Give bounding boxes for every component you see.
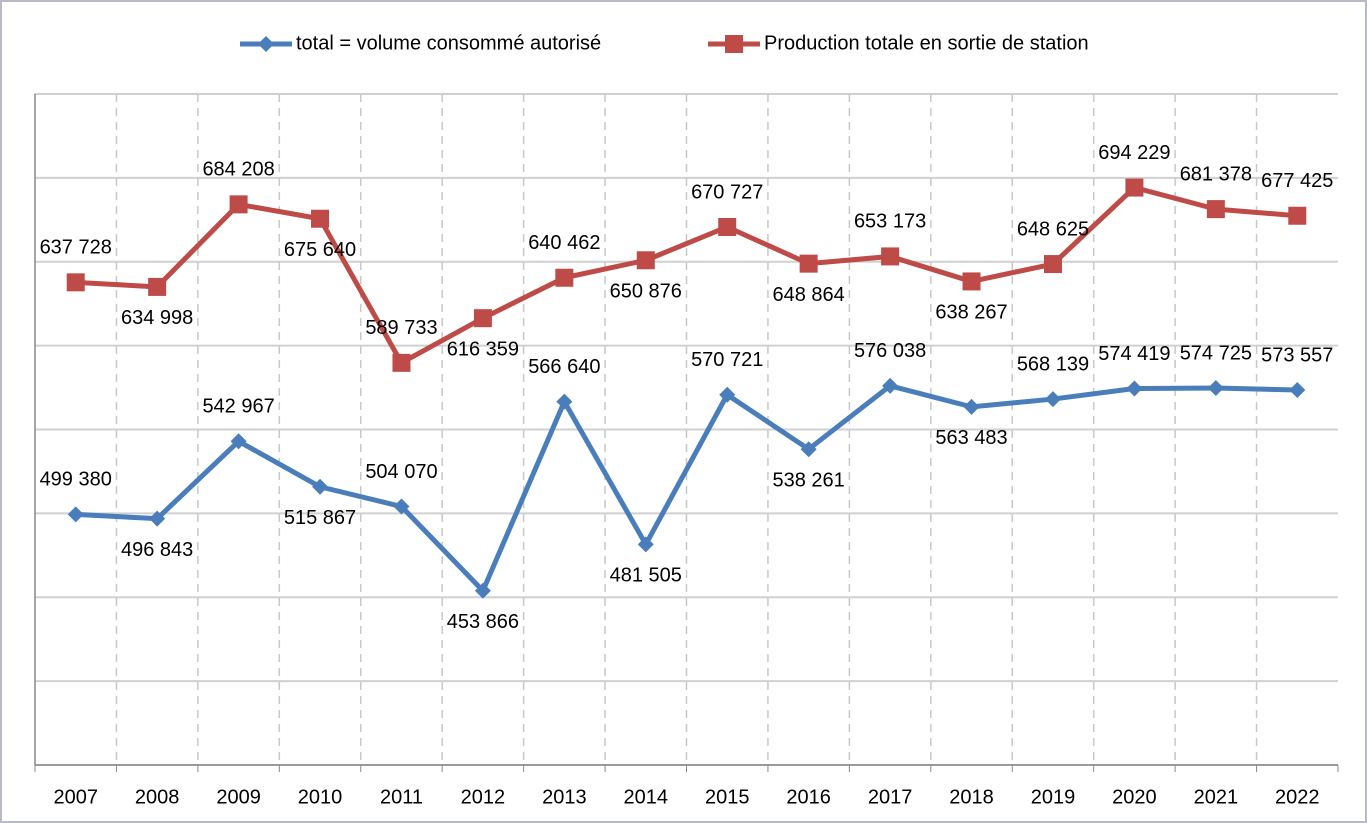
data-label: 694 229 bbox=[1098, 142, 1170, 164]
marker bbox=[474, 582, 491, 599]
x-tick-label: 2012 bbox=[461, 786, 506, 808]
x-tick-label: 2014 bbox=[624, 786, 669, 808]
legend-label: Production totale en sortie de station bbox=[764, 32, 1089, 54]
data-label: 681 378 bbox=[1180, 163, 1252, 185]
data-label: 499 380 bbox=[40, 469, 112, 491]
marker bbox=[719, 386, 736, 403]
data-label: 589 733 bbox=[365, 317, 437, 339]
data-label: 576 038 bbox=[854, 340, 926, 362]
marker bbox=[555, 268, 574, 287]
data-label: 675 640 bbox=[284, 239, 356, 261]
x-tick-label: 2015 bbox=[705, 786, 750, 808]
data-label: 634 998 bbox=[121, 307, 193, 329]
data-label: 684 208 bbox=[202, 159, 274, 181]
marker bbox=[1207, 380, 1224, 397]
data-label: 515 867 bbox=[284, 507, 356, 529]
marker bbox=[66, 273, 85, 292]
marker bbox=[67, 506, 84, 523]
x-tick-label: 2011 bbox=[380, 786, 423, 808]
marker bbox=[636, 251, 655, 270]
marker bbox=[800, 441, 817, 458]
marker bbox=[1126, 380, 1143, 397]
data-label: 573 557 bbox=[1261, 344, 1333, 366]
marker bbox=[1206, 200, 1225, 219]
data-label: 648 625 bbox=[1017, 218, 1089, 240]
data-label: 616 359 bbox=[447, 338, 519, 360]
x-tick-label: 2013 bbox=[542, 786, 587, 808]
marker bbox=[392, 353, 411, 372]
series-line bbox=[75, 383, 1298, 594]
data-label: 670 727 bbox=[691, 181, 763, 203]
data-label: 570 721 bbox=[691, 349, 763, 371]
marker bbox=[963, 398, 980, 415]
marker bbox=[962, 272, 981, 291]
marker bbox=[718, 217, 737, 236]
marker bbox=[312, 478, 329, 495]
data-label: 574 725 bbox=[1180, 342, 1252, 364]
x-tick-label: 2009 bbox=[216, 786, 261, 808]
data-label: 496 843 bbox=[121, 539, 193, 561]
data-label: 574 419 bbox=[1098, 343, 1170, 365]
marker bbox=[473, 309, 492, 328]
marker bbox=[311, 209, 330, 228]
data-label: 542 967 bbox=[202, 396, 274, 418]
series-line bbox=[75, 185, 1298, 366]
x-tick-label: 2017 bbox=[868, 786, 913, 808]
data-label: 453 866 bbox=[447, 611, 519, 633]
marker bbox=[230, 433, 247, 450]
legend-label: total = volume consommé autorisé bbox=[296, 32, 601, 54]
marker bbox=[1043, 255, 1062, 274]
marker bbox=[229, 195, 248, 214]
marker bbox=[1044, 391, 1061, 408]
data-label: 568 139 bbox=[1017, 353, 1089, 375]
data-label: 650 876 bbox=[610, 281, 682, 303]
data-label: 648 864 bbox=[773, 284, 845, 306]
marker bbox=[882, 377, 899, 394]
x-tick-label: 2021 bbox=[1194, 786, 1239, 808]
marker bbox=[1289, 381, 1306, 398]
data-label: 677 425 bbox=[1261, 170, 1333, 192]
x-tick-label: 2016 bbox=[786, 786, 831, 808]
marker bbox=[637, 536, 654, 553]
legend-marker bbox=[258, 36, 274, 52]
marker bbox=[149, 510, 166, 527]
marker bbox=[881, 247, 900, 266]
data-label: 504 070 bbox=[365, 461, 437, 483]
marker bbox=[1125, 178, 1144, 197]
data-label: 637 728 bbox=[40, 237, 112, 259]
x-tick-label: 2008 bbox=[135, 786, 180, 808]
marker bbox=[393, 498, 410, 515]
data-label: 563 483 bbox=[935, 427, 1007, 449]
data-label: 481 505 bbox=[610, 565, 682, 587]
marker bbox=[1288, 206, 1307, 225]
x-tick-label: 2018 bbox=[949, 786, 994, 808]
x-tick-label: 2019 bbox=[1031, 786, 1076, 808]
x-tick-label: 2020 bbox=[1112, 786, 1157, 808]
x-tick-label: 2007 bbox=[53, 786, 98, 808]
marker bbox=[556, 393, 573, 410]
legend-marker bbox=[725, 35, 743, 53]
data-label: 638 267 bbox=[935, 302, 1007, 324]
data-label: 640 462 bbox=[528, 232, 600, 254]
x-tick-label: 2022 bbox=[1275, 786, 1320, 808]
x-tick-label: 2010 bbox=[298, 786, 343, 808]
marker bbox=[148, 277, 167, 296]
marker bbox=[799, 254, 818, 273]
data-label: 566 640 bbox=[528, 356, 600, 378]
data-label: 653 173 bbox=[854, 211, 926, 233]
data-label: 538 261 bbox=[773, 469, 845, 491]
